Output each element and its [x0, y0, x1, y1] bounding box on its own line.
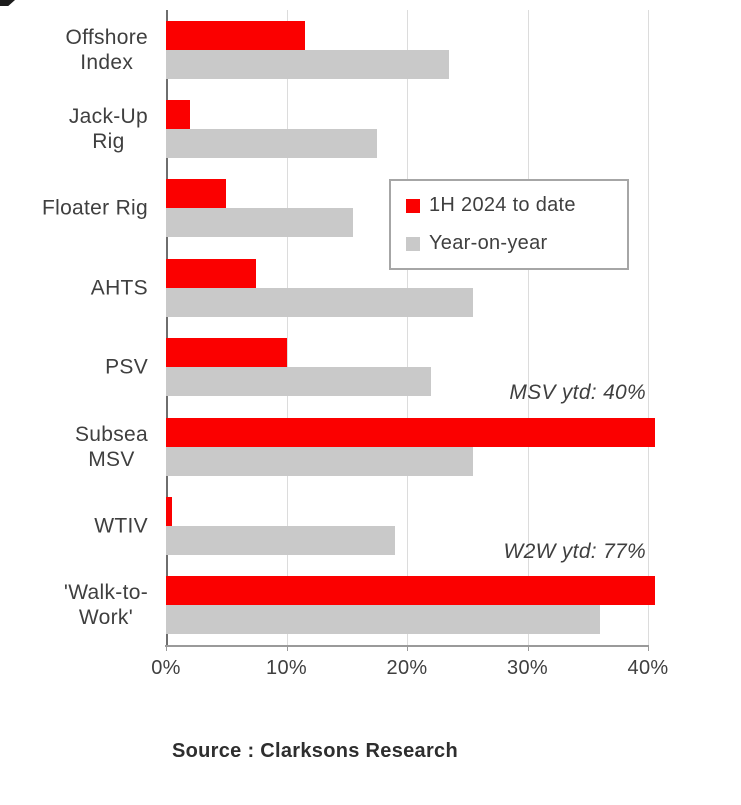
source-caption: Source : Clarksons Research	[172, 740, 459, 762]
legend-item: Year-on-year	[406, 232, 617, 255]
bar-1h-2024	[166, 20, 305, 50]
annotation: MSV ytd: 40%	[509, 381, 646, 404]
bar-year-on-year	[166, 287, 474, 317]
bar-row-offshore-index	[166, 10, 648, 89]
legend: 1H 2024 to date Year-on-year	[389, 179, 629, 270]
legend-swatch-icon	[406, 236, 420, 251]
category-label: AHTS	[90, 276, 148, 300]
annotation: W2W ytd: 77%	[503, 540, 646, 563]
x-tick-mark	[407, 647, 408, 651]
bar-1h-2024	[166, 179, 227, 209]
bar-year-on-year	[166, 49, 450, 79]
x-tick-mark	[527, 647, 529, 651]
bar-rows	[166, 10, 655, 645]
category-label: Floater Rig	[41, 196, 148, 220]
bar-row-wtiv	[166, 486, 648, 565]
category-label: Jack-Up Rig	[68, 105, 148, 154]
gridline	[527, 10, 529, 645]
legend-label: 1H 2024 to date	[429, 194, 576, 216]
x-tick-mark	[166, 647, 167, 651]
corner-artifact	[0, 0, 15, 6]
bar-year-on-year	[166, 367, 432, 397]
bar-year-on-year	[166, 525, 395, 555]
plot-area	[165, 10, 655, 651]
x-tick-label: 20%	[386, 657, 428, 679]
bar-year-on-year	[166, 605, 600, 635]
bar-year-on-year	[166, 129, 377, 159]
bar-1h-2024	[166, 496, 173, 526]
x-tick-label: 40%	[627, 657, 669, 679]
gridline	[648, 10, 649, 645]
category-label: 'Walk-to- Work'	[63, 581, 148, 630]
legend-item: 1H 2024 to date	[406, 194, 617, 217]
legend-swatch-icon	[406, 198, 420, 213]
x-tick-mark	[286, 647, 288, 651]
legend-label: Year-on-year	[429, 232, 548, 254]
bar-row-walk-to-work	[166, 566, 655, 645]
category-label: Subsea MSV	[74, 422, 148, 471]
bar-year-on-year	[166, 446, 474, 476]
bar-1h-2024	[166, 100, 191, 130]
bar-1h-2024	[166, 258, 257, 288]
x-tick-label: 30%	[507, 657, 548, 679]
category-label: PSV	[105, 355, 148, 379]
bar-row-ahts	[166, 248, 648, 327]
x-tick-label: 10%	[266, 657, 307, 679]
bar-1h-2024	[166, 417, 655, 447]
gridline	[286, 10, 288, 645]
bar-year-on-year	[166, 208, 353, 238]
bar-row-subsea-msv	[166, 407, 655, 486]
category-label: Offshore Index	[65, 25, 148, 74]
category-label: WTIV	[94, 514, 148, 538]
bar-row-jack-up-rig	[166, 89, 648, 168]
bar-row-psv	[166, 328, 648, 407]
gridline	[407, 10, 408, 645]
y-axis-line	[166, 10, 168, 645]
bar-row-floater-rig	[166, 169, 648, 248]
x-tick-label: 0%	[151, 657, 181, 679]
x-tick-mark	[648, 647, 649, 651]
bar-1h-2024	[166, 576, 655, 606]
x-axis-line	[165, 645, 649, 647]
bar-1h-2024	[166, 338, 287, 368]
